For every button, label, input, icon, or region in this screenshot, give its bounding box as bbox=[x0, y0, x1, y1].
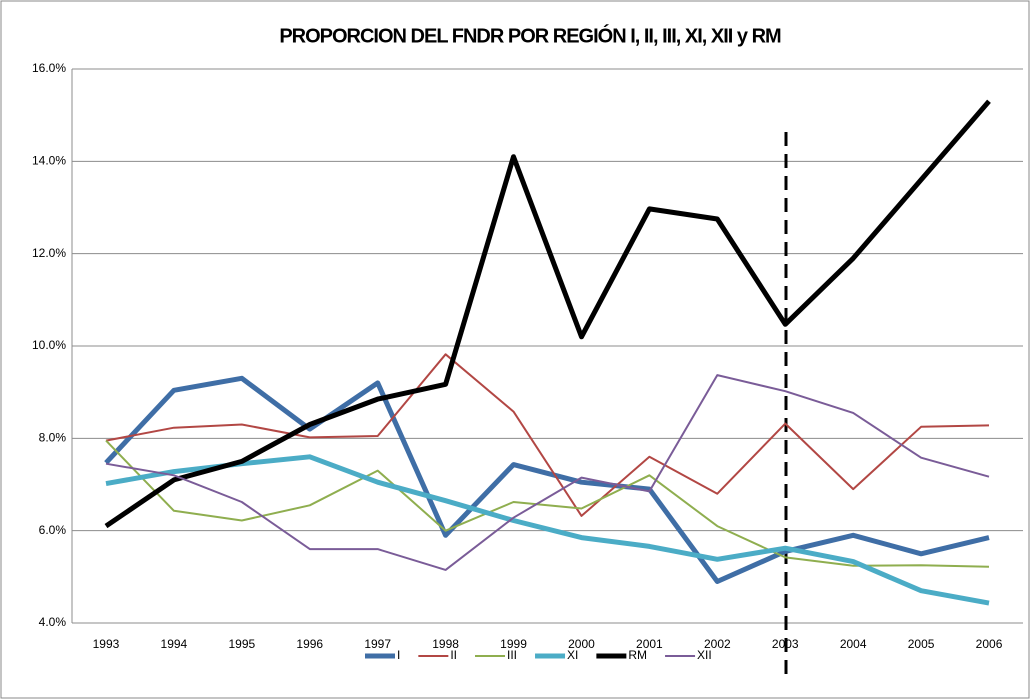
x-tick-label: 1996 bbox=[296, 637, 323, 651]
x-tick-label: 1999 bbox=[500, 637, 527, 651]
x-tick-label: 2006 bbox=[976, 637, 1003, 651]
x-tick-label: 2000 bbox=[568, 637, 595, 651]
x-tick-label: 1994 bbox=[161, 637, 188, 651]
x-tick-label: 2005 bbox=[908, 637, 935, 651]
series-line bbox=[105, 439, 990, 568]
x-tick-label: 1997 bbox=[364, 637, 391, 651]
series-line bbox=[105, 454, 990, 606]
series-line bbox=[104, 375, 990, 584]
y-tick-label: 4.0% bbox=[39, 615, 67, 629]
x-tick-label: 2004 bbox=[840, 637, 867, 651]
y-tick-label: 14.0% bbox=[32, 154, 66, 168]
series-line bbox=[105, 374, 990, 571]
legend-label: RM bbox=[628, 648, 647, 662]
x-tick-label: 2002 bbox=[704, 637, 731, 651]
y-tick-label: 8.0% bbox=[39, 431, 67, 445]
y-tick-label: 16.0% bbox=[32, 61, 66, 75]
legend-label: XI bbox=[567, 648, 578, 662]
series-line bbox=[105, 353, 990, 517]
x-tick-label: 1993 bbox=[93, 637, 120, 651]
x-tick-label: 2003 bbox=[772, 637, 799, 651]
y-tick-label: 6.0% bbox=[39, 523, 67, 537]
x-tick-label: 1995 bbox=[228, 637, 255, 651]
legend-label: I bbox=[397, 648, 400, 662]
y-tick-label: 12.0% bbox=[32, 246, 66, 260]
x-tick-label: 2001 bbox=[636, 637, 663, 651]
legend-label: III bbox=[507, 648, 517, 662]
x-tick-label: 1998 bbox=[432, 637, 459, 651]
series-line bbox=[104, 99, 991, 529]
y-tick-label: 10.0% bbox=[32, 338, 66, 352]
chart-title: PROPORCION DEL FNDR POR REGIÓN I, II, II… bbox=[279, 23, 781, 47]
legend-label: II bbox=[450, 648, 457, 662]
legend-label: XII bbox=[697, 648, 712, 662]
